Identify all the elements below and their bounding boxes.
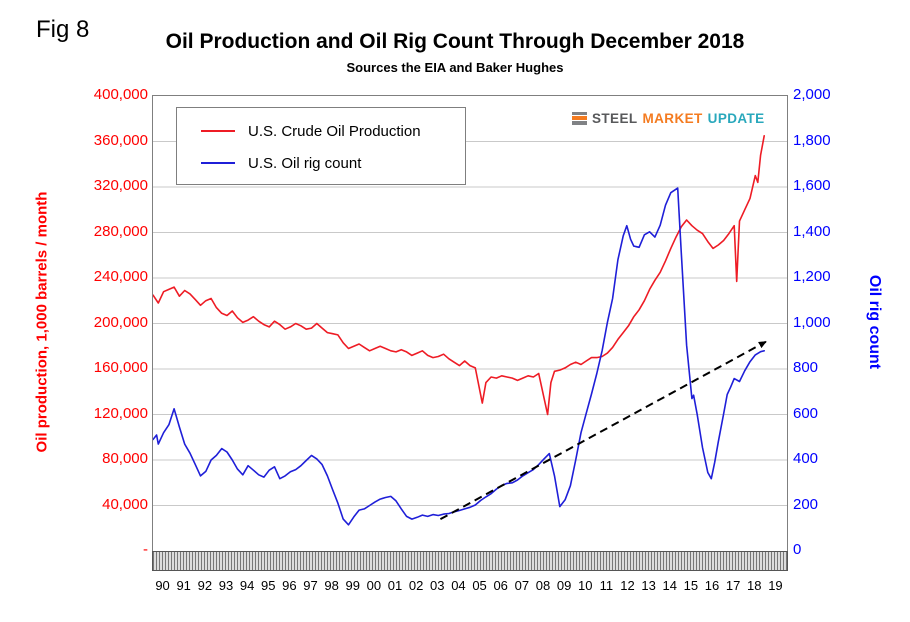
year-label: 17 xyxy=(725,578,741,593)
year-label: 96 xyxy=(282,578,297,593)
year-label: 06 xyxy=(493,578,508,593)
axis-tick-label: 280,000 xyxy=(93,222,148,240)
axis-tick-label: 1,600 xyxy=(793,177,831,194)
year-label: 13 xyxy=(641,578,656,593)
x-axis-minor-tick-band xyxy=(152,551,788,571)
year-label: 11 xyxy=(599,578,614,593)
year-label: 97 xyxy=(303,578,318,593)
axis-tick-label: 40,000 xyxy=(102,495,148,513)
legend: U.S. Crude Oil Production U.S. Oil rig c… xyxy=(176,107,466,185)
axis-tick-label: 600 xyxy=(793,404,819,422)
axis-tick-label: 1,400 xyxy=(793,222,831,240)
legend-item-rig-count: U.S. Oil rig count xyxy=(201,153,361,173)
chart-canvas xyxy=(153,134,787,526)
axis-tick-label: 0 xyxy=(793,541,802,558)
year-label: 99 xyxy=(345,578,360,593)
axis-tick-label: - xyxy=(143,541,148,558)
year-label: 09 xyxy=(556,578,572,593)
year-label: 05 xyxy=(472,578,487,593)
axis-tick-label: 360,000 xyxy=(93,131,148,149)
axis-tick-label: 200 xyxy=(793,495,819,513)
year-label: 04 xyxy=(451,578,466,593)
year-label: 91 xyxy=(176,578,191,593)
production-line-sample xyxy=(201,130,235,132)
year-label: 16 xyxy=(704,578,720,593)
rig-count-line-sample xyxy=(201,162,235,164)
axis-tick-label: 400,000 xyxy=(93,86,148,103)
legend-item-production: U.S. Crude Oil Production xyxy=(201,121,421,141)
year-label: 10 xyxy=(577,578,593,593)
x-axis-year-labels: 90 91 92 93 94 95 96 97 98 99 00 01 02 03 04 05 06 07 08 09… xyxy=(152,578,786,598)
year-label: 08 xyxy=(535,578,551,593)
left-axis-tick-labels: 400,000 360,000 320,000 280,000 240,000 200,0… xyxy=(0,86,148,558)
year-label: 90 xyxy=(155,578,170,593)
year-label: 01 xyxy=(387,578,403,593)
year-label: 94 xyxy=(239,578,255,593)
legend-label-rig-count: U.S. Oil rig count xyxy=(248,154,362,172)
axis-tick-label: 1,000 xyxy=(793,313,831,331)
axis-tick-label: 320,000 xyxy=(93,177,148,194)
year-label: 19 xyxy=(768,578,783,593)
year-label: 03 xyxy=(430,578,445,593)
axis-tick-label: 800 xyxy=(793,359,819,376)
logo-word-update: UPDATE xyxy=(707,111,765,126)
year-label: 02 xyxy=(408,578,424,593)
axis-tick-label: 400 xyxy=(793,450,819,467)
chart-subtitle: Sources the EIA and Baker Hughes xyxy=(346,60,564,75)
axis-tick-label: 2,000 xyxy=(793,86,831,103)
axis-tick-label: 80,000 xyxy=(102,450,148,467)
axis-tick-label: 240,000 xyxy=(93,268,148,285)
logo-word-market: MARKET xyxy=(642,111,703,126)
year-label: 07 xyxy=(514,578,530,593)
logo-word-steel: STEEL xyxy=(592,111,638,126)
axis-tick-label: 1,800 xyxy=(793,131,831,149)
year-label: 14 xyxy=(662,578,677,593)
year-label: 95 xyxy=(260,578,276,593)
figure-number: Fig 8 xyxy=(36,16,90,43)
year-label: 92 xyxy=(197,578,213,593)
axis-tick-label: 160,000 xyxy=(93,359,148,376)
smu-logo-icon xyxy=(572,112,587,125)
axis-tick-label: 200,000 xyxy=(93,313,148,331)
chart-title: Oil Production and Oil Rig Count Through… xyxy=(165,30,745,53)
axis-tick-label: 120,000 xyxy=(93,404,148,422)
legend-label-production: U.S. Crude Oil Production xyxy=(248,122,421,140)
year-label: 00 xyxy=(366,578,382,593)
steel-market-update-logo: STEEL MARKET UPDATE xyxy=(572,111,765,126)
axis-tick-label: 1,200 xyxy=(793,268,831,285)
right-axis-tick-labels: 2,000 1,800 1,600 1,400 1,200 1,000 800 600 400 2… xyxy=(793,86,873,558)
year-label: 93 xyxy=(218,578,234,593)
year-label: 12 xyxy=(620,578,635,593)
year-label: 98 xyxy=(324,578,339,593)
year-label: 15 xyxy=(683,578,699,593)
year-label: 18 xyxy=(747,578,762,593)
